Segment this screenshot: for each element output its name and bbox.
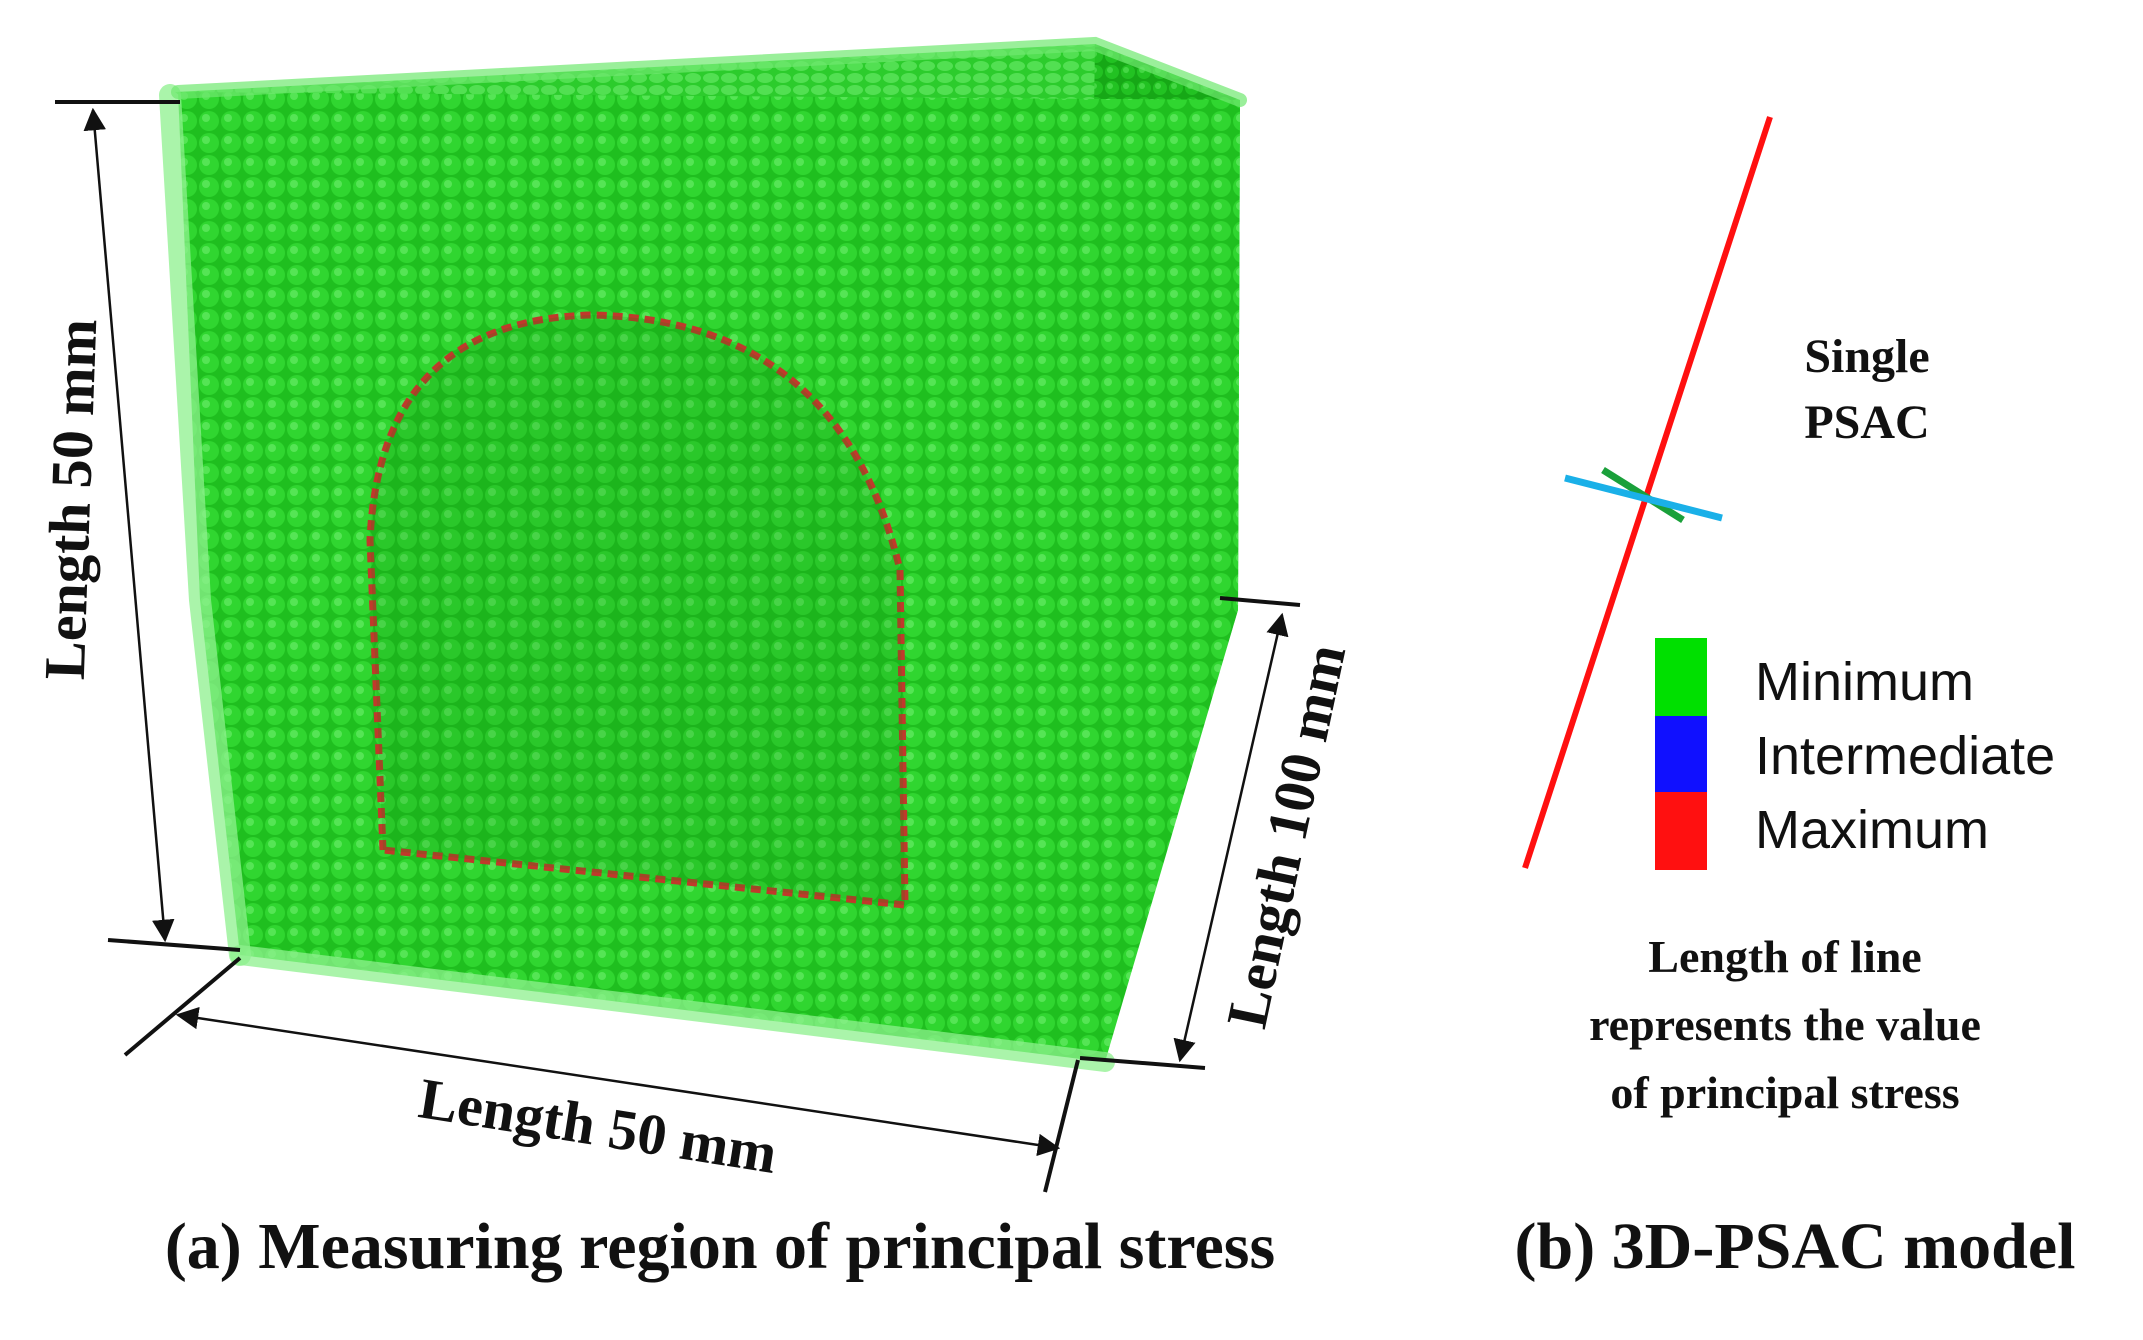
height-tick-bottom <box>107 938 241 952</box>
block-rim-top <box>171 36 1247 107</box>
height-label: Length 50 mm <box>32 318 110 681</box>
width-label: Length 50 mm <box>415 1065 782 1186</box>
width-tick-left <box>123 956 242 1057</box>
legend-swatch-intermediate <box>1655 716 1707 792</box>
panel-b-caption: (b) 3D-PSAC model <box>1515 1210 2076 1283</box>
single-psac-label-line2: PSAC <box>1804 396 1929 449</box>
legend-swatch-minimum <box>1655 638 1707 716</box>
panel-a: Length 50 mm Length 50 mm Length 100 mm … <box>32 36 1359 1283</box>
depth-arrow <box>1173 612 1289 1063</box>
depth-label: Length 100 mm <box>1214 639 1359 1034</box>
note-line2: represents the value <box>1589 999 1981 1050</box>
note-line1: Length of line <box>1648 931 1921 982</box>
note-line3: of principal stress <box>1610 1067 1959 1118</box>
height-arrow <box>83 107 175 943</box>
block-rim-left <box>159 84 251 966</box>
legend-label-intermediate: Intermediate <box>1755 726 2055 786</box>
width-arrow <box>175 1006 1061 1157</box>
single-psac-label-line1: Single <box>1804 330 1929 383</box>
intermediate-stress-line <box>1564 474 1723 522</box>
width-tick-right <box>1043 1059 1080 1193</box>
panel-b: Single PSAC Minimum Intermediate Maximum… <box>1515 116 2076 1283</box>
block-top-face <box>175 44 1240 108</box>
depth-tick-bottom <box>1079 1056 1206 1070</box>
panel-a-caption: (a) Measuring region of principal stress <box>165 1210 1275 1283</box>
legend: Minimum Intermediate Maximum <box>1655 638 2055 870</box>
maximum-stress-line <box>1522 116 1773 869</box>
legend-label-maximum: Maximum <box>1755 800 1989 860</box>
tunnel-opening <box>366 311 909 909</box>
height-dimension: Length 50 mm <box>32 100 241 952</box>
tunnel-opening-shadow <box>370 315 905 905</box>
sphere-block <box>159 36 1247 1072</box>
depth-tick-top <box>1219 596 1301 607</box>
legend-swatch-maximum <box>1655 792 1707 870</box>
legend-label-minimum: Minimum <box>1755 652 1974 712</box>
